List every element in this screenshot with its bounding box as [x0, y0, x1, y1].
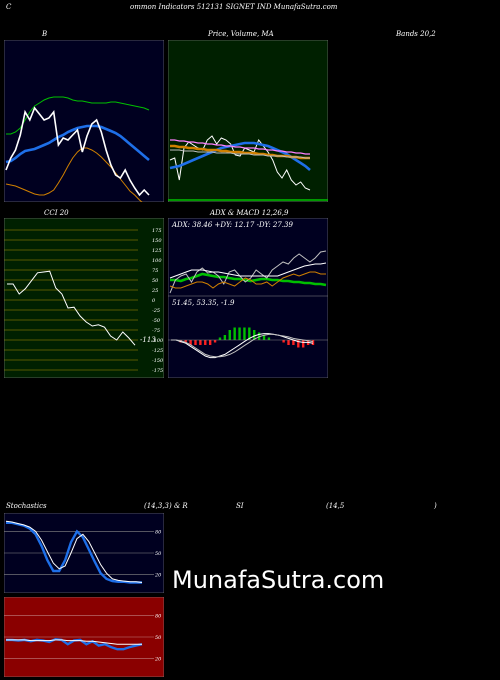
rsi-tick-label: 50 [155, 635, 162, 641]
cci-tick-label: 50 [152, 278, 159, 284]
cci-series-0 [7, 270, 136, 346]
cci-tick-label: -75 [152, 328, 160, 334]
stochastics-tick-label: 50 [155, 551, 162, 557]
cci-tick-label: -150 [152, 358, 164, 364]
stochastics-tick-label: 20 [154, 573, 162, 579]
stoch-title: Stochastics [6, 502, 47, 510]
rsi-series-1 [6, 639, 142, 645]
cci-tick-label: 150 [152, 238, 162, 244]
adx-series-1 [169, 250, 327, 294]
cci-tick-label: 0 [152, 298, 156, 304]
price_ma-series-4 [170, 149, 310, 159]
stochastics-series-1 [5, 520, 143, 583]
cci-tick-label: 175 [152, 228, 162, 234]
adx-series-2 [169, 271, 326, 289]
adx-macd-chart [168, 218, 328, 378]
bollinger-chart [4, 40, 164, 202]
watermark: MunafaSutra.com [172, 566, 385, 594]
cci-tick-label: -125 [152, 348, 163, 354]
cci-tick-label: 100 [152, 258, 162, 264]
page-title: ommon Indicators 512131 SIGNET IND Munaf… [130, 3, 338, 11]
cci-tick-label: 125 [152, 248, 162, 254]
price-ma-frame [168, 40, 328, 202]
price-ma-chart [168, 40, 328, 202]
cci-tick-label: -25 [152, 308, 160, 314]
cci-tick-label: -50 [152, 318, 161, 324]
adx-macd-frame [168, 218, 328, 378]
cci-chart: 175 150 125 100 75 50 25 0 -25 -50 -75 -100 -125 -150… [4, 218, 164, 378]
bollinger-frame [4, 40, 164, 202]
macd-series-0 [171, 333, 314, 359]
cci-title: CCI 20 [44, 209, 69, 217]
stochastics-chart: 80 50 20 [4, 513, 164, 593]
macd-series-1 [171, 333, 314, 358]
cci-tick-label: 75 [152, 268, 158, 274]
stoch-params: (14,3,3) & R [144, 502, 188, 510]
rsi-close-paren: ) [434, 502, 437, 510]
macd-values: 51.45, 53.35, -1.9 [172, 299, 235, 307]
cci-last-value: -113 [140, 336, 156, 344]
cci-tick-label: -175 [152, 368, 163, 374]
price-ma-title: Price, Volume, MA [208, 30, 274, 38]
bollinger-series-1 [5, 124, 150, 164]
rsi-title: SI [236, 502, 244, 510]
rsi-chart: 80 50 20 [4, 597, 164, 677]
bollinger-series-3 [5, 106, 150, 197]
bollinger-bands-title: Bands 20,2 [396, 30, 436, 38]
price_ma-series-3 [170, 139, 310, 155]
price_ma-series-0 [169, 135, 311, 191]
bollinger-title: B [42, 30, 48, 38]
price_ma-series-2 [170, 144, 310, 160]
stochastics-tick-label: 80 [155, 529, 162, 535]
cci-tick-label: -100 [152, 338, 164, 344]
rsi-params: (14,5 [326, 502, 345, 510]
rsi-tick-label: 20 [154, 657, 162, 663]
bollinger-series-2 [5, 147, 143, 202]
header-letter: C [6, 3, 12, 11]
adx-series-3 [169, 262, 327, 279]
rsi-tick-label: 80 [155, 613, 162, 619]
price_ma-series-1 [169, 141, 311, 171]
stochastics-series-0 [6, 521, 142, 584]
cci-frame [4, 218, 164, 378]
bollinger-series-0 [6, 96, 150, 135]
adx-values: ADX: 38.46 +DY: 12.17 -DY: 27.39 [172, 221, 293, 229]
cci-tick-label: 25 [151, 288, 158, 294]
adx-macd-title: ADX & MACD 12,26,9 [210, 209, 289, 217]
